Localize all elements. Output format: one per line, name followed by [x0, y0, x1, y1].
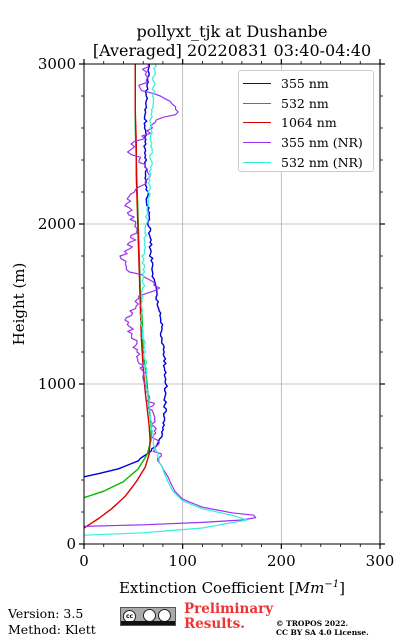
legend-entry: 1064 nm [243, 113, 369, 133]
x-tick-label: 100 [168, 552, 197, 570]
x-axis-label: Extinction Coefficient [Mm−1] [119, 579, 345, 597]
y-tick-label: 2000 [38, 215, 76, 233]
footer-info: Version: 3.5 Method: Klett [8, 606, 96, 638]
copyright-line-1: © TROPOS 2022. [276, 619, 349, 628]
series-line-4 [83, 63, 248, 536]
y-tick-label: 1000 [38, 375, 76, 393]
legend-entry: 355 nm (NR) [243, 133, 369, 153]
plot-frame [83, 63, 381, 545]
preliminary-line-2: Results. [184, 616, 245, 632]
series-line-3 [83, 63, 257, 527]
legend-entry: 532 nm (NR) [243, 152, 369, 172]
copyright-line-2: CC BY SA 4.0 License. [276, 628, 369, 637]
x-tick-label: 300 [366, 552, 395, 570]
legend-label: 355 nm (NR) [281, 135, 363, 151]
cc-icon: cc [123, 610, 136, 623]
cc-badge-strip [121, 621, 175, 625]
y-tick-label: 3000 [38, 55, 76, 73]
cc-license-badge: cc [120, 607, 176, 626]
series-line-0 [83, 63, 168, 478]
method-text: Method: Klett [8, 622, 96, 637]
y-tick-label: 0 [66, 535, 76, 553]
legend-swatch [243, 102, 271, 104]
axes-layer [79, 59, 385, 549]
legend-entry: 355 nm [243, 74, 369, 94]
legend-label: 355 nm [281, 76, 329, 92]
legend-label: 532 nm (NR) [281, 154, 363, 170]
y-axis-label: Height (m) [10, 263, 28, 346]
legend-swatch [243, 122, 271, 124]
series-line-1 [83, 64, 152, 499]
legend-swatch [243, 142, 271, 144]
legend-entry: 532 nm [243, 94, 369, 114]
series-layer [83, 63, 257, 536]
x-tick-label: 0 [79, 552, 89, 570]
chart-legend: 355 nm 532 nm 1064 nm 355 nm (NR) 532 nm (NR… [238, 70, 374, 172]
preliminary-notice: Preliminary Results. [184, 602, 273, 632]
legend-swatch [243, 83, 271, 85]
preliminary-line-1: Preliminary [184, 601, 274, 617]
chart-title-line-1: pollyxt_tjk at Dushanbe [136, 22, 328, 41]
copyright-notice: © TROPOS 2022. CC BY SA 4.0 License. [276, 619, 369, 637]
legend-label: 1064 nm [281, 115, 337, 131]
chart-title-line-2: [Averaged] 20220831 03:40-04:40 [92, 41, 372, 60]
version-text: Version: 3.5 [8, 606, 84, 621]
x-tick-label: 200 [267, 552, 296, 570]
legend-swatch [243, 161, 271, 163]
legend-label: 532 nm [281, 95, 329, 111]
